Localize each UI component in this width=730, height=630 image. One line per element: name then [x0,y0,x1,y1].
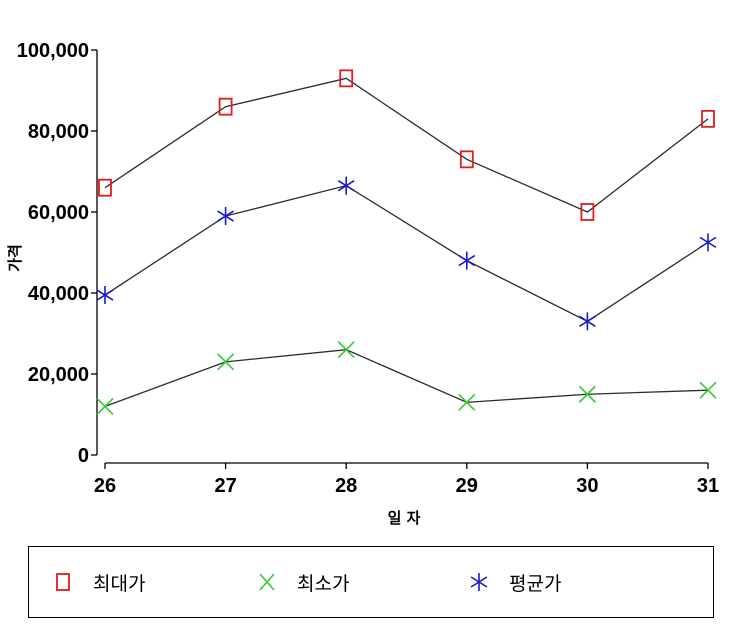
x-tick-label: 31 [697,475,719,497]
line-chart: 0 20,000 40,000 60,000 80,000 100,000 26 27 28 29… [6,40,719,527]
data-point-marker [459,150,474,169]
legend-x-marker-icon [259,573,275,591]
legend-asterisk-marker-icon [470,573,488,591]
x-tick-label: 29 [456,475,478,497]
x-tick-label: 28 [335,475,357,497]
data-point-marker [699,381,717,399]
chart-legend: 최대가 최소가 평균가 [28,546,714,618]
data-point-marker [458,251,476,270]
series-line-1 [104,349,709,408]
legend-label-min: 최소가 [297,572,350,595]
y-tick-label: 80,000 [28,121,89,143]
data-point-marker [98,178,112,197]
data-point-marker [96,286,114,305]
x-tick-label: 27 [214,475,236,497]
data-point-marker [578,312,596,331]
y-tick-label: 100,000 [17,40,89,62]
x-tick-label: 26 [94,475,116,497]
chart-series [96,69,717,415]
legend-item-min: 최소가 [257,547,349,617]
y-axis-title: 가격 [6,244,24,272]
data-point-marker [96,397,114,415]
data-point-marker [337,176,355,195]
x-axis-title: 일 자 [388,509,421,527]
data-point-marker [458,393,476,411]
data-point-marker [339,69,354,88]
data-point-marker [580,203,595,221]
data-point-marker [701,109,715,128]
data-point-marker [218,97,233,116]
data-point-marker [217,207,235,226]
x-tick-label: 30 [576,475,598,497]
legend-label-max: 최대가 [93,572,146,595]
legend-item-avg: 평균가 [469,547,561,617]
legend-label-avg: 평균가 [509,572,562,595]
y-tick-label: 40,000 [28,283,89,305]
y-tick-label: 60,000 [28,202,89,224]
data-point-marker [217,353,235,371]
chart-axes: 0 20,000 40,000 60,000 80,000 100,000 26 27 28 29… [17,40,719,497]
y-tick-label: 0 [78,445,89,467]
series-line-0 [104,77,709,213]
data-point-marker [699,233,717,252]
data-point-marker [578,385,596,403]
legend-square-marker-icon [56,573,70,591]
data-point-marker [337,341,355,359]
series-line-2 [104,184,709,323]
legend-item-max: 최대가 [53,547,145,617]
y-tick-label: 20,000 [28,364,89,386]
